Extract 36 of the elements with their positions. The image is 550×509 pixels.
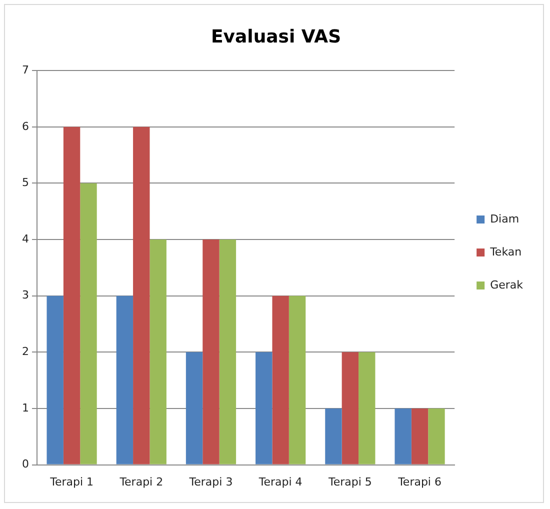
y-tick-label: 2 bbox=[22, 345, 29, 358]
legend-label: Diam bbox=[490, 212, 520, 226]
bar bbox=[288, 296, 306, 464]
x-tick-label: Terapi 4 bbox=[258, 475, 302, 488]
bar bbox=[46, 296, 64, 464]
x-tick-label: Terapi 5 bbox=[327, 475, 372, 488]
y-tick-label: 4 bbox=[22, 232, 29, 246]
bar bbox=[219, 240, 236, 464]
y-tick-label: 1 bbox=[22, 401, 29, 414]
bar bbox=[394, 408, 412, 464]
bar bbox=[325, 408, 342, 464]
legend-label: Gerak bbox=[490, 278, 524, 292]
y-tick-label: 7 bbox=[22, 63, 29, 76]
x-tick-label: Terapi 6 bbox=[397, 475, 442, 488]
bar bbox=[358, 352, 376, 464]
bar bbox=[63, 126, 80, 464]
bar bbox=[272, 296, 289, 464]
y-tick-label: 6 bbox=[22, 120, 29, 133]
bar bbox=[411, 408, 428, 464]
x-tick-label: Terapi 2 bbox=[118, 475, 164, 488]
y-tick-label: 5 bbox=[22, 176, 29, 190]
bar bbox=[428, 408, 445, 464]
bar bbox=[133, 126, 150, 464]
y-tick-label: 3 bbox=[22, 288, 29, 302]
bar bbox=[150, 240, 166, 464]
bar bbox=[186, 352, 203, 464]
legend-label: Tekan bbox=[489, 245, 522, 258]
bar bbox=[342, 352, 359, 464]
bar bbox=[202, 240, 220, 464]
y-tick-label: 0 bbox=[22, 458, 29, 471]
bar bbox=[80, 183, 97, 464]
bar bbox=[116, 296, 134, 464]
bar bbox=[256, 352, 272, 464]
x-tick-label: Terapi 1 bbox=[49, 475, 94, 488]
x-tick-label: Terapi 3 bbox=[188, 475, 233, 488]
chart-title: Evaluasi VAS bbox=[210, 26, 342, 48]
